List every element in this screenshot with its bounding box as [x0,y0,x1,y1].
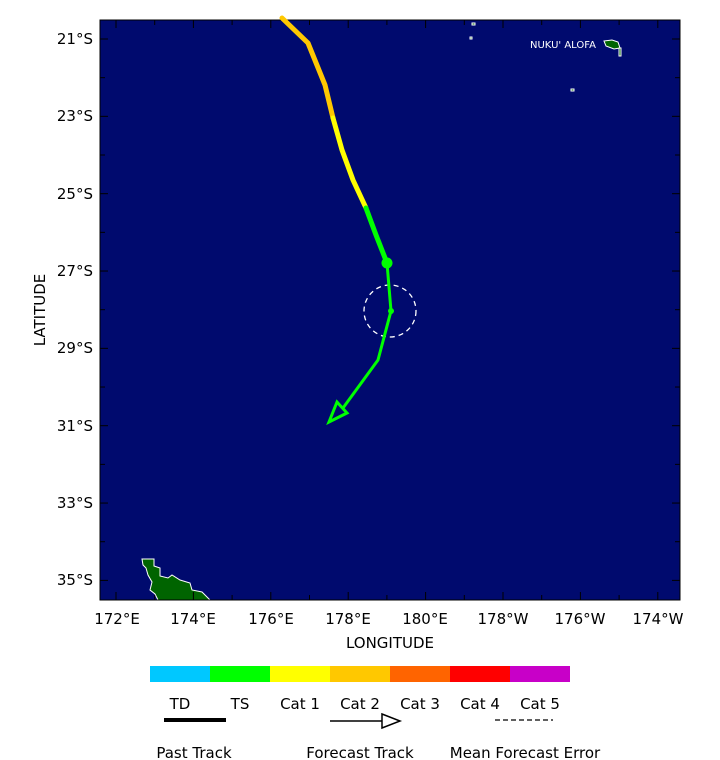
past-track [279,15,390,266]
lon-tick-label: 176°E [248,610,294,628]
color-swatch-cat3 [390,666,450,682]
past-track-cat2-segment [279,15,336,121]
lat-tick-label: 33°S [57,494,93,512]
intensity-category-labels: TD TS Cat 1 Cat 2 Cat 3 Cat 4 Cat 5 [169,695,560,713]
lon-tick-label: 178°E [325,610,371,628]
category-label: Cat 3 [400,695,440,713]
past-track-legend-label: Past Track [156,744,232,760]
lat-tick-label: 27°S [57,262,93,280]
color-swatch-cat1 [270,666,330,682]
place-label-nukualofa: NUKU' ALOFA [530,40,596,51]
color-swatch-td [150,666,210,682]
y-axis-title: LATITUDE [31,274,49,347]
x-axis-title: LONGITUDE [346,634,434,652]
category-label: TD [169,695,191,713]
lon-tick-label: 174°W [633,610,684,628]
category-label: Cat 2 [340,695,380,713]
lat-tick-label: 29°S [57,339,93,357]
forecast-point-marker [388,308,394,314]
category-label: TS [230,695,250,713]
past-track-ts-segment [363,205,390,266]
tonga-islands [469,22,622,92]
axis-ticks [100,20,680,600]
lon-tick-label: 178°W [478,610,529,628]
category-label: Cat 5 [520,695,560,713]
lon-tick-label: 180°E [402,610,448,628]
lon-tick-label: 176°W [555,610,606,628]
past-track-cat1-segment [330,115,369,211]
lat-tick-label: 21°S [57,30,93,48]
category-label: Cat 1 [280,695,320,713]
longitude-tick-labels: 172°E 174°E 176°E 178°E 180°E 178°W 176°… [94,610,683,628]
category-label: Cat 4 [460,695,500,713]
plot-frame [99,19,681,601]
new-zealand-landmass [141,558,212,601]
lat-tick-label: 31°S [57,417,93,435]
lon-tick-label: 174°E [170,610,216,628]
lat-tick-label: 23°S [57,107,93,125]
lon-tick-label: 172°E [94,610,140,628]
forecast-track-line [341,262,393,409]
color-swatch-ts [210,666,270,682]
forecast-track-legend-arrow [330,712,403,730]
forecast-track-legend-label: Forecast Track [306,744,414,760]
mean-error-legend-label: Mean Forecast Error [450,744,601,760]
intensity-color-bar [150,666,570,682]
lat-tick-label: 25°S [57,185,93,203]
forecast-arrowhead [326,399,350,426]
color-swatch-cat4 [450,666,510,682]
color-swatch-cat2 [330,666,390,682]
latitude-tick-labels: 21°S 23°S 25°S 27°S 29°S 31°S 33°S 35°S [57,30,93,589]
color-swatch-cat5 [510,666,570,682]
lat-tick-label: 35°S [57,571,93,589]
